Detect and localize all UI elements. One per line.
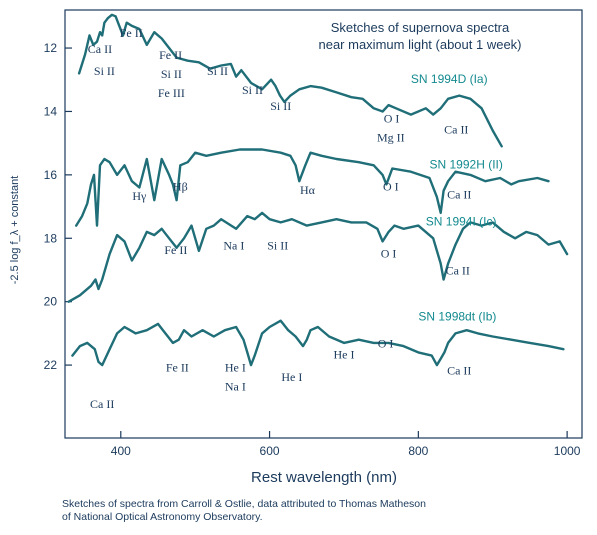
x-tick-label: 1000: [554, 444, 581, 458]
series-label-3: SN 1994I (Ic): [426, 215, 497, 229]
figure-caption: Sketches of spectra from Carroll & Ostli…: [62, 498, 582, 524]
chart-title-line-1: Sketches of supernova spectra: [331, 20, 510, 35]
line-annotation: Si II: [94, 64, 115, 78]
line-annotation: Ca II: [90, 397, 114, 411]
y-tick-label: 20: [44, 295, 58, 309]
line-annotation: Hα: [300, 183, 316, 197]
line-annotation: O I: [378, 337, 394, 351]
line-annotation: Ca II: [444, 123, 468, 137]
line-annotation: Fe II: [166, 360, 189, 374]
line-annotation: O I: [384, 112, 400, 126]
x-tick-label: 800: [408, 444, 428, 458]
line-annotation: Fe II: [164, 243, 187, 257]
line-annotation: Fe II: [120, 26, 143, 40]
line-annotation: Si II: [270, 99, 291, 113]
caption-line-1: Sketches of spectra from Carroll & Ostli…: [62, 498, 426, 510]
line-annotation: Na I: [223, 238, 244, 252]
line-annotation: Ca II: [447, 364, 471, 378]
x-axis-label: Rest wavelength (nm): [251, 469, 397, 486]
x-ticks: 400 600 800 1000: [111, 431, 581, 458]
line-annotation: Si II: [161, 67, 182, 81]
line-annotation: O I: [381, 246, 397, 260]
y-ticks: 12 14 16 18 20 22: [44, 41, 72, 372]
line-annotation: Si II: [267, 238, 288, 252]
caption-line-2: of National Optical Astronomy Observator…: [62, 511, 263, 523]
series-line-1: [77, 13, 503, 148]
series-line-2: [75, 148, 550, 227]
line-annotation: Si II: [207, 64, 228, 78]
series-layer: [67, 13, 569, 367]
line-annotation: Fe III: [158, 86, 185, 100]
annotation-layer: Ca II Si II Fe II Fe II Si II Fe III Si II Si I…: [88, 26, 472, 411]
plot-frame: [64, 9, 583, 439]
line-annotation: He I: [225, 360, 246, 374]
series-label-layer: SN 1994D (Ia) SN 1992H (II) SN 1994I (Ic) S…: [411, 72, 503, 324]
y-axis-label: -2.5 log f_λ + constant: [9, 176, 21, 285]
line-annotation: He I: [281, 370, 302, 384]
line-annotation: O I: [383, 180, 399, 194]
line-annotation: Ca II: [446, 264, 470, 278]
x-tick-label: 600: [260, 444, 280, 458]
series-label-2: SN 1992H (II): [430, 158, 503, 172]
line-annotation: Hγ: [132, 189, 147, 203]
y-tick-label: 18: [44, 231, 58, 245]
line-annotation: He I: [333, 348, 354, 362]
series-line-4: [71, 319, 565, 367]
line-annotation: Na I: [225, 379, 246, 393]
y-tick-label: 16: [44, 168, 58, 182]
line-annotation: Ca II: [447, 188, 471, 202]
y-tick-label: 12: [44, 41, 58, 55]
y-tick-label: 22: [44, 358, 58, 372]
line-annotation: Si II: [242, 83, 263, 97]
y-tick-label: 14: [44, 104, 58, 118]
line-annotation: Fe II: [159, 48, 182, 62]
x-tick-label: 400: [111, 444, 131, 458]
series-label-4: SN 1998dt (Ib): [418, 310, 496, 324]
series-label-1: SN 1994D (Ia): [411, 72, 488, 86]
line-annotation: Hβ: [173, 180, 188, 194]
line-annotation: Mg II: [377, 131, 405, 145]
chart-title-line-2: near maximum light (about 1 week): [318, 37, 521, 52]
series-line-3: [67, 211, 569, 303]
line-annotation: Ca II: [88, 42, 112, 56]
